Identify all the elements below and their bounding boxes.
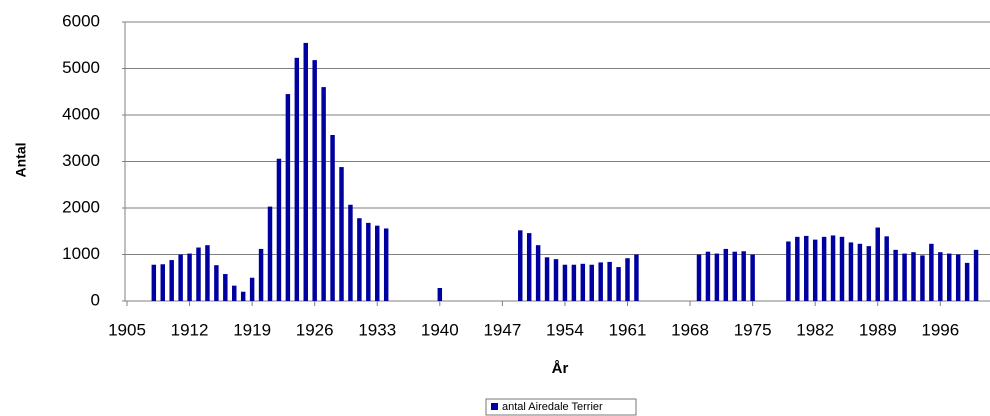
bar: [232, 285, 237, 301]
bar: [339, 167, 344, 301]
x-tick-label: 1919: [233, 320, 271, 339]
legend-label: antal Airedale Terrier: [502, 401, 603, 413]
bar: [714, 253, 720, 301]
bar: [285, 94, 291, 301]
bar: [947, 253, 952, 301]
bar: [848, 242, 854, 301]
y-axis-label: Antal: [13, 143, 29, 178]
bar: [723, 248, 729, 301]
bar: [973, 249, 979, 301]
x-tick-label: 1954: [546, 320, 584, 339]
bar: [625, 258, 630, 301]
x-tick-label: 1940: [421, 320, 459, 339]
bar: [964, 262, 970, 301]
bar: [267, 206, 273, 301]
bar: [795, 236, 800, 301]
x-tick-label: 1982: [796, 320, 834, 339]
legend-swatch: [491, 403, 498, 410]
bar: [955, 254, 961, 301]
bar: [875, 227, 880, 301]
bar: [348, 204, 353, 301]
bar: [696, 254, 702, 301]
bar: [357, 218, 362, 301]
bar: [258, 248, 264, 301]
bar: [330, 134, 335, 301]
y-tick-label: 2000: [62, 197, 100, 216]
bar: [366, 222, 371, 301]
bar: [580, 263, 586, 301]
bar: [741, 251, 746, 301]
bar: [205, 245, 210, 301]
bar: [929, 243, 934, 301]
bar: [553, 259, 559, 301]
x-tick-label: 1912: [171, 320, 209, 339]
bar: [312, 60, 317, 301]
y-tick-label: 5000: [62, 58, 100, 77]
bar: [607, 261, 612, 301]
bar: [303, 42, 308, 302]
bar: [750, 254, 755, 301]
bar: [544, 257, 550, 301]
bar: [589, 264, 594, 301]
bar: [911, 252, 916, 301]
bar: [160, 264, 165, 301]
y-tick-label: 0: [91, 290, 100, 309]
bar: [223, 274, 228, 301]
bar: [151, 264, 157, 301]
bar: [866, 246, 872, 301]
bar: [705, 251, 711, 301]
bar: [518, 230, 523, 301]
x-tick-label: 1989: [859, 320, 897, 339]
bar: [920, 255, 925, 301]
bar: [321, 87, 326, 301]
bar: [249, 277, 255, 301]
y-tick-label: 4000: [62, 104, 100, 123]
x-tick-label: 1926: [296, 320, 334, 339]
y-tick-label: 3000: [62, 151, 100, 170]
bar: [294, 57, 300, 302]
x-tick-label: 1947: [483, 320, 521, 339]
bar: [196, 247, 201, 301]
bar: [535, 245, 541, 301]
bar: [562, 264, 568, 301]
bar: [276, 158, 282, 301]
bar: [169, 260, 174, 301]
bar: [526, 233, 532, 301]
x-tick-label: 1961: [609, 320, 647, 339]
y-tick-label: 1000: [62, 244, 100, 263]
bar: [437, 287, 443, 301]
bar: [902, 253, 907, 301]
bar: [214, 265, 219, 301]
bar: [634, 254, 639, 301]
bar: [383, 228, 389, 301]
y-tick-label: 6000: [62, 11, 100, 30]
bar: [830, 235, 836, 301]
bar: [732, 251, 737, 301]
bar: [616, 267, 621, 301]
bar: [240, 291, 246, 301]
bar: [893, 249, 898, 301]
legend-box: [485, 398, 637, 416]
bar: [884, 236, 889, 301]
bar: [598, 262, 603, 301]
bar: [178, 254, 183, 301]
x-axis-label: År: [552, 360, 569, 377]
x-tick-label: 1996: [921, 320, 959, 339]
bar: [857, 243, 863, 301]
bar: [187, 253, 192, 301]
bar: [571, 264, 577, 301]
bar: [804, 235, 809, 301]
bar: [375, 225, 380, 301]
x-tick-label: 1933: [358, 320, 396, 339]
bar: [938, 252, 943, 301]
bar: [786, 241, 791, 301]
x-tick-label: 1905: [108, 320, 146, 339]
bar: [821, 236, 827, 301]
bar: [839, 236, 845, 301]
x-tick-label: 1975: [734, 320, 772, 339]
x-tick-label: 1968: [671, 320, 709, 339]
bar: [812, 239, 818, 301]
